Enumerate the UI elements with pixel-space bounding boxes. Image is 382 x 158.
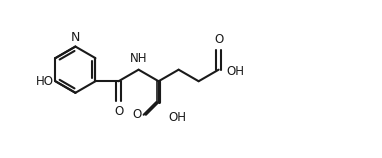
Text: OH: OH — [168, 111, 186, 124]
Text: O: O — [214, 33, 223, 46]
Text: N: N — [71, 31, 80, 44]
Text: O: O — [132, 108, 141, 121]
Text: NH: NH — [130, 52, 147, 65]
Text: OH: OH — [227, 65, 245, 78]
Text: O: O — [114, 105, 123, 118]
Text: HO: HO — [36, 75, 53, 88]
